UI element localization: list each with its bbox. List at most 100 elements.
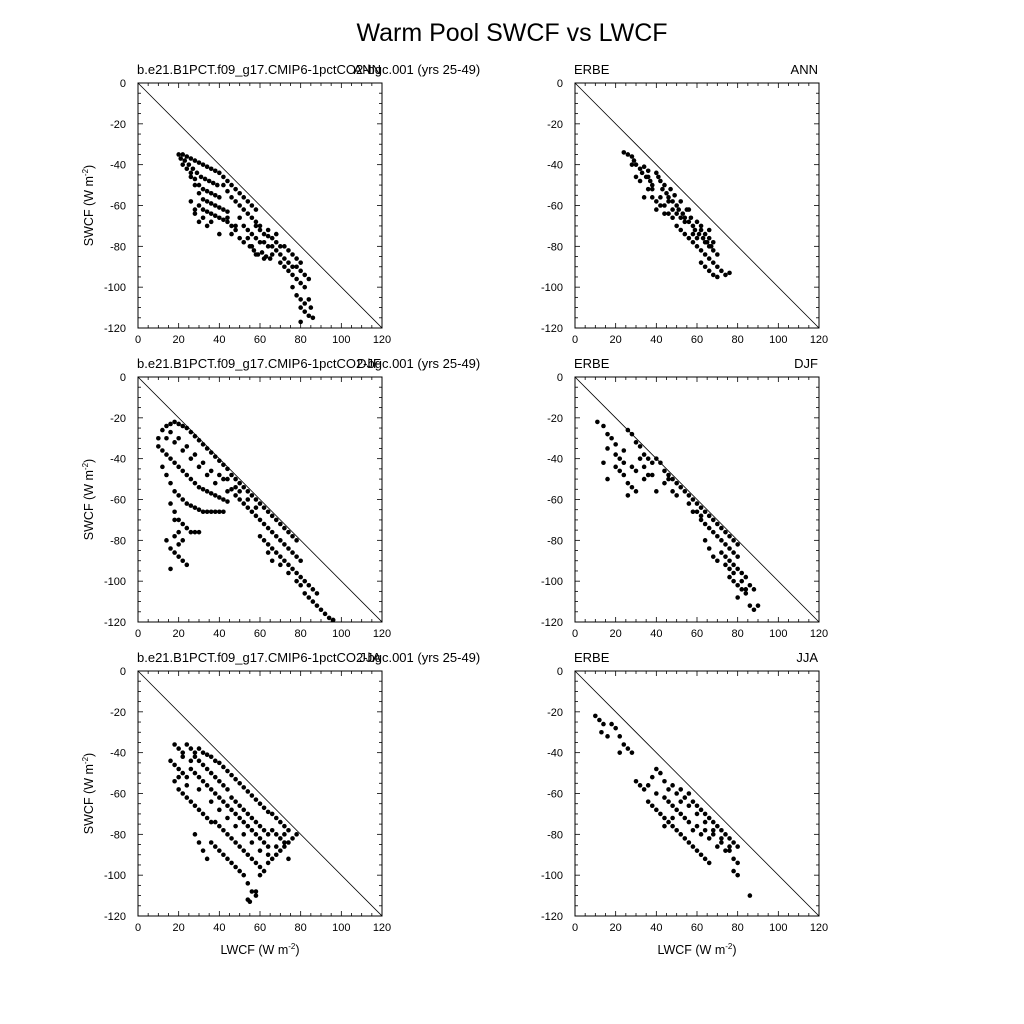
data-point: [225, 215, 230, 221]
data-point: [666, 472, 671, 478]
data-point: [168, 566, 173, 572]
data-point: [257, 517, 263, 523]
data-point: [196, 507, 202, 513]
data-point: [217, 795, 222, 800]
data-point: [294, 578, 299, 584]
data-point: [261, 521, 267, 527]
data-point: [597, 717, 602, 723]
data-point: [662, 203, 667, 208]
data-point: [649, 803, 655, 809]
y-tick-label: -40: [110, 748, 126, 760]
data-point: [290, 550, 295, 555]
y-tick-label: 0: [557, 372, 563, 384]
data-point: [666, 199, 671, 204]
data-point: [290, 284, 295, 290]
data-point: [225, 209, 230, 214]
data-point: [267, 256, 273, 261]
data-point: [682, 836, 688, 841]
data-point: [225, 856, 230, 862]
data-point: [233, 476, 238, 482]
panel-6: 0 20 40 60 80 100 120 0 -20 -40 -60 -80 -100 -120 ERBE…: [541, 650, 828, 957]
data-point: [282, 832, 287, 837]
data-point: [212, 819, 218, 825]
data-point: [217, 215, 222, 221]
data-point: [217, 231, 222, 237]
data-point: [645, 472, 651, 478]
data-point: [690, 239, 696, 245]
data-point: [302, 301, 308, 306]
data-point: [225, 466, 230, 472]
data-point: [625, 427, 631, 433]
data-point: [662, 480, 667, 486]
data-point: [176, 554, 181, 559]
data-point: [298, 297, 303, 302]
x-tick-label: 20: [173, 334, 185, 346]
data-point: [200, 762, 206, 768]
data-point: [715, 823, 720, 829]
data-point: [302, 309, 308, 314]
data-point: [273, 517, 279, 523]
data-point: [233, 199, 238, 204]
data-point: [184, 562, 190, 568]
x-tick-label: 60: [254, 628, 266, 640]
y-tick-label: -80: [110, 829, 126, 841]
data-point: [257, 872, 263, 878]
data-point: [298, 268, 303, 274]
data-point: [682, 215, 688, 221]
data-point: [204, 752, 210, 758]
data-point: [200, 197, 206, 202]
y-tick-label: -20: [547, 707, 563, 719]
data-point: [273, 231, 279, 237]
data-point: [196, 484, 202, 490]
data-point: [662, 182, 667, 188]
data-point: [168, 456, 173, 461]
data-point: [249, 793, 255, 798]
data-point: [269, 244, 275, 249]
data-point: [221, 852, 226, 858]
x-tick-label: 0: [572, 628, 578, 640]
data-point: [715, 252, 720, 257]
data-point: [654, 489, 659, 494]
panel-5: 0 20 40 60 80 100 120 0 -20 -40 -60 -80 -100 -120 b.e2…: [81, 650, 480, 957]
data-point: [629, 750, 635, 755]
data-point: [294, 293, 299, 298]
data-point: [694, 244, 700, 249]
data-point: [176, 152, 181, 157]
data-point: [658, 203, 663, 208]
data-point: [176, 421, 181, 427]
data-point: [168, 501, 173, 506]
data-point: [200, 215, 206, 221]
data-point: [180, 468, 186, 474]
data-point: [188, 746, 194, 751]
data-point: [625, 152, 631, 157]
data-point: [261, 239, 267, 245]
x-tick-label: 120: [373, 628, 391, 640]
data-point: [208, 211, 214, 216]
data-point: [706, 836, 712, 841]
data-point: [649, 195, 655, 200]
x-tick-label: 120: [373, 334, 391, 346]
data-point: [204, 815, 210, 821]
data-point: [670, 207, 675, 212]
data-point: [278, 244, 283, 249]
data-point: [217, 807, 222, 813]
data-point: [706, 815, 712, 821]
data-point: [645, 456, 651, 461]
data-point: [176, 787, 181, 792]
data-point: [278, 848, 283, 853]
data-point: [678, 799, 684, 804]
y-tick-label: -60: [547, 201, 563, 213]
y-axis-label: SWCF (W m-2): [81, 753, 96, 834]
data-point: [290, 836, 295, 841]
data-point: [229, 195, 234, 200]
data-point: [326, 615, 332, 621]
panel-left-label: ERBE: [574, 650, 610, 665]
data-point: [690, 497, 696, 502]
data-point: [674, 203, 679, 208]
x-tick-label: 40: [650, 628, 662, 640]
data-point: [253, 235, 259, 241]
data-point: [249, 840, 255, 845]
data-point: [649, 182, 655, 188]
data-point: [257, 823, 263, 829]
data-point: [204, 199, 210, 204]
